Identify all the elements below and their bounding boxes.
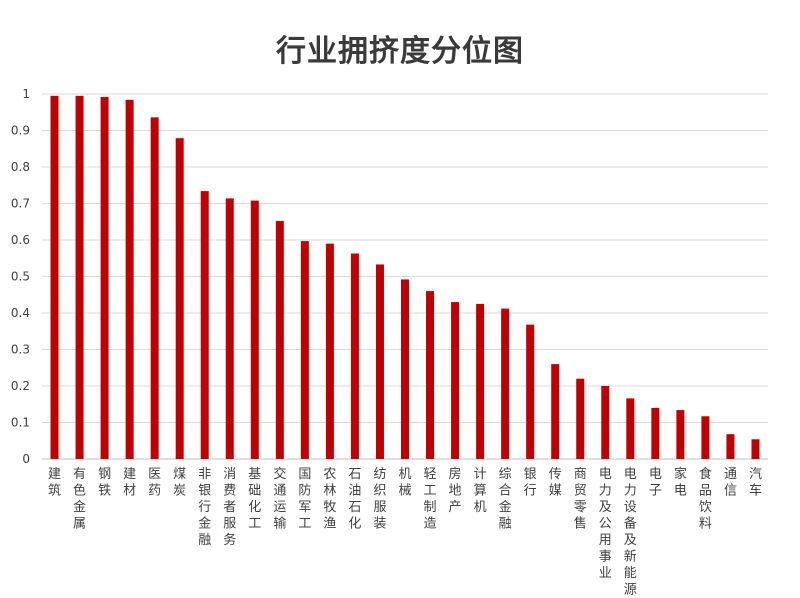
x-tick-label: 建材 <box>123 467 136 499</box>
x-tick-label: 轻工制造 <box>424 467 437 532</box>
bar <box>150 117 159 460</box>
bar <box>75 95 84 459</box>
x-tick-label: 机械 <box>398 467 411 499</box>
x-tick-label: 电力设备及新能源 <box>624 467 637 598</box>
bar <box>701 416 710 459</box>
x-tick-label: 钢铁 <box>98 467 111 499</box>
x-tick-label: 建筑 <box>48 467 61 499</box>
bar <box>751 439 760 459</box>
x-tick-label: 电子 <box>649 467 662 499</box>
bar <box>100 96 109 460</box>
bar <box>601 386 610 459</box>
x-tick-label: 医药 <box>148 467 161 499</box>
bar <box>375 264 384 459</box>
bar <box>300 241 309 459</box>
bar <box>175 138 184 460</box>
y-tick-label: 0.2 <box>11 379 30 393</box>
x-tick-label: 有色金属 <box>73 467 86 532</box>
x-tick-label: 纺织服装 <box>373 467 386 532</box>
bar <box>626 398 635 459</box>
x-tick-label: 基础化工 <box>248 467 261 532</box>
bar <box>250 200 259 459</box>
x-tick-label: 煤炭 <box>173 467 186 499</box>
x-tick-label: 电力及公用事业 <box>599 467 612 581</box>
x-tick-label: 计算机 <box>474 467 487 515</box>
x-tick-label: 农林牧渔 <box>323 467 336 532</box>
x-tick-label: 综合金融 <box>499 467 512 532</box>
y-tick-label: 0.4 <box>11 306 30 320</box>
x-tick-label: 食品饮料 <box>699 466 712 532</box>
x-tick-label: 消费者服务 <box>223 467 236 548</box>
bar <box>350 253 359 459</box>
y-tick-label: 0.5 <box>11 270 30 284</box>
bar <box>551 364 560 459</box>
bar <box>125 99 134 459</box>
x-tick-label: 汽车 <box>749 467 762 499</box>
y-tick-label: 0.8 <box>11 160 30 174</box>
y-tick-label: 1 <box>22 87 30 101</box>
bar <box>726 434 735 459</box>
bar <box>676 410 685 459</box>
x-tick-label: 传媒 <box>549 467 562 499</box>
y-tick-label: 0.7 <box>11 197 30 211</box>
y-tick-label: 0 <box>22 452 30 466</box>
bar <box>325 243 334 459</box>
x-tick-label: 通信 <box>724 467 737 499</box>
x-tick-label: 石油石化 <box>348 467 361 532</box>
bar <box>501 308 510 459</box>
x-tick-label: 银行 <box>524 467 537 499</box>
x-tick-label: 房地产 <box>449 466 462 515</box>
y-tick-label: 0.9 <box>11 124 30 138</box>
x-tick-label: 商贸零售 <box>574 467 587 532</box>
bar <box>576 378 585 459</box>
x-tick-label: 家电 <box>674 466 687 499</box>
x-tick-label: 交通运输 <box>273 466 286 532</box>
bar <box>401 279 409 459</box>
y-tick-label: 0.6 <box>11 233 30 247</box>
x-tick-label: 国防军工 <box>298 467 311 532</box>
y-tick-label: 0.3 <box>11 343 30 357</box>
bar <box>426 291 435 459</box>
chart-title: 行业拥挤度分位图 <box>276 34 524 69</box>
bar <box>225 198 234 459</box>
bar <box>275 221 284 459</box>
bar <box>200 191 209 459</box>
bar <box>50 95 59 459</box>
bar <box>451 302 460 459</box>
bars <box>50 95 760 460</box>
x-axis-tick-labels: 建筑有色金属钢铁建材医药煤炭非银行金融消费者服务基础化工交通运输国防军工农林牧渔… <box>48 466 762 598</box>
bar <box>526 324 535 459</box>
y-tick-label: 0.1 <box>11 416 30 430</box>
x-tick-label: 非银行金融 <box>198 467 211 548</box>
y-axis-tick-labels: 0 0.1 0.2 0.3 0.4 0.5 0.6 0.7 0.8 0.9 1 <box>11 87 30 466</box>
bar <box>651 407 660 459</box>
bar <box>476 303 485 459</box>
